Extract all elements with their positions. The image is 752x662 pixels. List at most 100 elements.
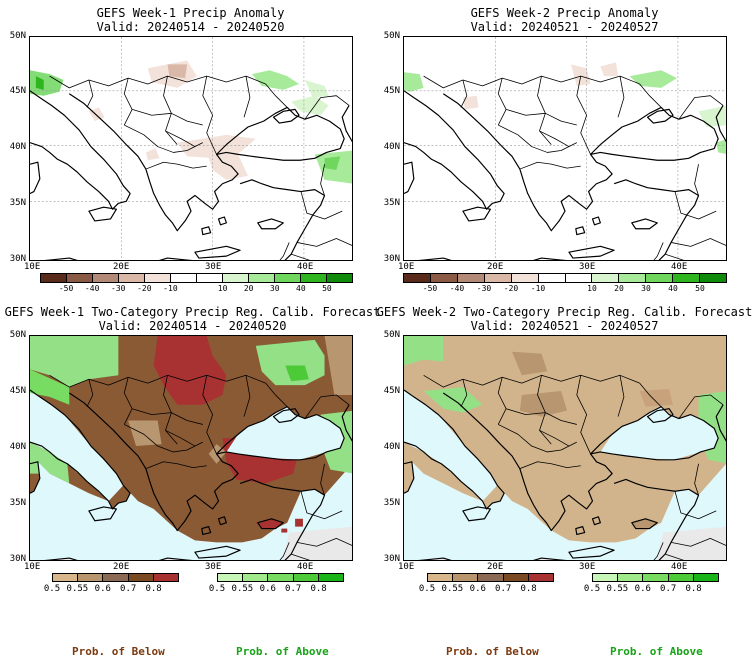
colorbar-swatch	[700, 274, 727, 282]
colorbar-swatch	[453, 574, 479, 581]
below-colorbar-week1	[52, 573, 179, 582]
colorbar-tick-label: 20	[614, 284, 624, 293]
prob-tick-label: 0.7	[660, 584, 677, 594]
colorbar-swatch	[268, 574, 294, 581]
colorbar-swatch	[668, 574, 694, 581]
colorbar-tick-label: -20	[503, 284, 519, 293]
colorbar-swatch	[153, 574, 179, 581]
map-week2-anomaly	[403, 36, 727, 261]
lat-label: 45N	[383, 86, 400, 96]
lat-label: 40N	[9, 142, 26, 152]
colorbar-tick-label: 30	[641, 284, 651, 293]
colorbar-swatch	[171, 274, 197, 282]
above-colorbar-week1	[217, 573, 344, 582]
colorbar-swatch	[646, 274, 674, 282]
lat-label: 40N	[383, 142, 400, 152]
colorbar-swatch	[78, 574, 104, 581]
colorbar-swatch	[67, 274, 93, 282]
colorbar-swatch	[503, 574, 529, 581]
prob-tick-label: 0.55	[231, 584, 254, 594]
panel-title-week2-anomaly: GEFS Week-2 Precip Anomaly Valid: 202405…	[470, 6, 659, 34]
colorbar-swatch	[103, 574, 129, 581]
colorbar-swatch	[404, 274, 431, 282]
colorbar-swatch	[457, 274, 485, 282]
prob-tick-label: 0.6	[259, 584, 276, 594]
colorbar-swatch	[511, 274, 539, 282]
lon-label: 40E	[671, 262, 688, 272]
prob-tick-label: 0.7	[120, 584, 137, 594]
colorbar-swatch	[243, 574, 269, 581]
colorbar-swatch	[218, 574, 244, 581]
lat-label: 50N	[383, 31, 400, 41]
prob-tick-label: 0.55	[606, 584, 629, 594]
lon-label: 20E	[487, 262, 504, 272]
lon-label: 30E	[205, 562, 222, 572]
lat-label: 30N	[383, 554, 400, 564]
prob-below-label-week1: Prob. of Below	[72, 645, 165, 658]
colorbar-tick-label: -10	[530, 284, 546, 293]
colorbar-tick-label: -30	[476, 284, 492, 293]
colorbar-tick-label: 40	[296, 284, 306, 293]
colorbar-swatch	[41, 274, 67, 282]
colorbar-swatch	[538, 274, 566, 282]
lat-label: 45N	[383, 386, 400, 396]
colorbar-tick-label: 30	[269, 284, 280, 293]
prob-tick-label: 0.8	[520, 584, 537, 594]
lon-label: 20E	[487, 562, 504, 572]
below-colorbar-week2	[427, 573, 554, 582]
colorbar-tick-label: -40	[449, 284, 465, 293]
lon-label: 40E	[297, 562, 314, 572]
map-week1-probability	[29, 335, 353, 561]
prob-tick-label: 0.55	[66, 584, 89, 594]
colorbar-tick-label: 50	[322, 284, 332, 293]
colorbar-swatch	[593, 574, 619, 581]
prob-tick-label: 0.6	[469, 584, 486, 594]
lon-label: 40E	[297, 262, 314, 272]
colorbar-swatch	[275, 274, 301, 282]
colorbar-tick-label: -10	[163, 284, 178, 293]
colorbar-swatch	[484, 274, 512, 282]
prob-tick-label: 0.6	[634, 584, 651, 594]
panel-title-week2-probability: GEFS Week-2 Two-Category Precip Reg. Cal…	[376, 305, 752, 333]
colorbar-swatch	[197, 274, 223, 282]
lon-label: 10E	[398, 562, 415, 572]
colorbar-swatch	[249, 274, 275, 282]
prob-tick-label: 0.5	[208, 584, 226, 594]
colorbar-tick-label: 50	[695, 284, 705, 293]
colorbar-swatch	[145, 274, 171, 282]
lat-label: 35N	[9, 198, 26, 208]
lat-label: 50N	[9, 330, 26, 340]
lat-label: 30N	[383, 254, 400, 264]
prob-tick-label: 0.7	[285, 584, 302, 594]
panel-title-week1-probability: GEFS Week-1 Two-Category Precip Reg. Cal…	[4, 305, 381, 333]
lon-label: 20E	[113, 562, 130, 572]
lat-label: 50N	[9, 31, 26, 41]
colorbar-swatch	[673, 274, 701, 282]
lat-label: 35N	[383, 498, 400, 508]
colorbar-swatch	[693, 574, 719, 581]
colorbar-swatch	[619, 274, 647, 282]
colorbar-swatch	[618, 574, 644, 581]
lat-label: 40N	[9, 442, 26, 452]
lat-label: 35N	[383, 198, 400, 208]
prob-tick-label: 0.55	[441, 584, 464, 594]
colorbar-tick-label: 10	[217, 284, 228, 293]
prob-tick-label: 0.8	[685, 584, 702, 594]
colorbar-swatch	[119, 274, 145, 282]
colorbar-tick-label: 10	[587, 284, 597, 293]
prob-above-label-week1: Prob. of Above	[236, 645, 329, 658]
above-colorbar-week2	[592, 573, 719, 582]
colorbar-swatch	[318, 574, 344, 581]
colorbar-swatch	[592, 274, 620, 282]
colorbar-tick-label: -40	[84, 284, 100, 293]
prob-tick-label: 0.8	[310, 584, 327, 594]
colorbar-swatch	[643, 574, 669, 581]
lat-label: 30N	[9, 254, 26, 264]
colorbar-tick-label: -50	[58, 284, 74, 293]
prob-tick-label: 0.5	[418, 584, 436, 594]
colorbar-tick-label: 20	[243, 284, 254, 293]
lon-label: 20E	[113, 262, 130, 272]
lon-label: 30E	[579, 262, 596, 272]
colorbar-swatch	[430, 274, 458, 282]
prob-above-label-week2: Prob. of Above	[610, 645, 703, 658]
